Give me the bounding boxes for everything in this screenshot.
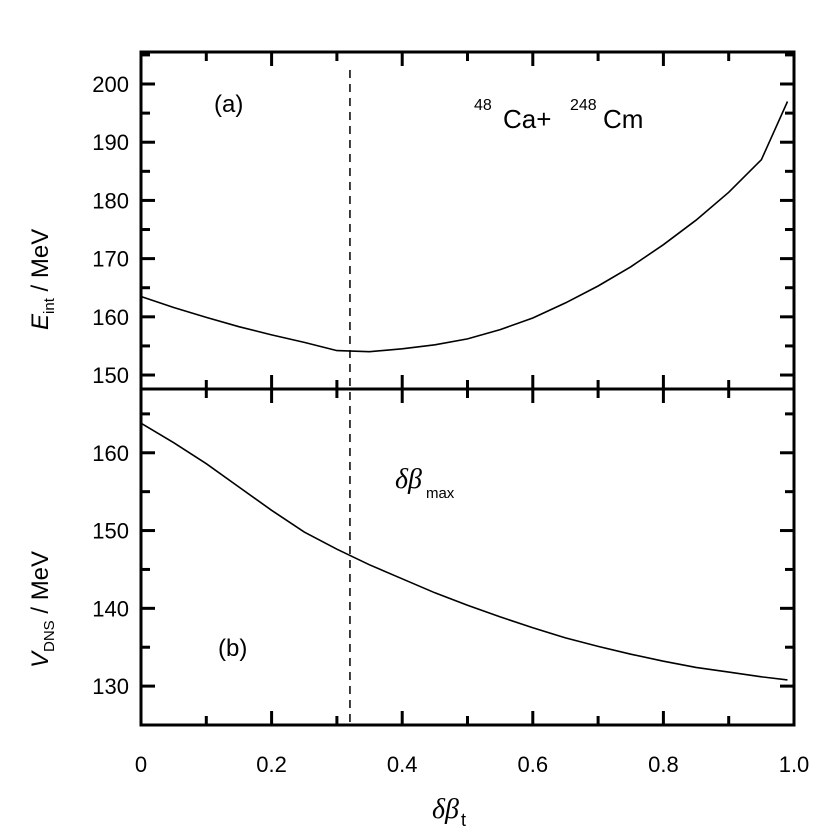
y-tick-label: 130 (92, 674, 129, 699)
y-tick-label: 160 (92, 441, 129, 466)
y-tick-label: 160 (92, 305, 129, 330)
panel-a-label: (a) (214, 91, 243, 118)
y-tick-label: 140 (92, 596, 129, 621)
ca-mass: 48 (474, 97, 492, 114)
y-tick-label: 170 (92, 247, 129, 272)
x-tick-label: 1.0 (779, 752, 810, 777)
series-line-a (140, 101, 789, 353)
cm-mass: 248 (570, 97, 597, 114)
y-tick-label: 150 (92, 519, 129, 544)
y-axis-label-a: Eint / MeV (27, 229, 58, 330)
cm-symbol: Cm (603, 104, 643, 134)
reaction-annotation: 48 Ca+ 248 Cm (474, 86, 643, 134)
x-tick-label: 0.6 (518, 752, 549, 777)
y-tick-label: 190 (92, 130, 129, 155)
x-axis-label: δβ t (432, 794, 466, 830)
x-tick-label: 0.2 (256, 752, 287, 777)
y-tick-label: 180 (92, 188, 129, 213)
y-tick-label: 200 (92, 72, 129, 97)
ca-symbol: Ca+ (503, 104, 551, 134)
panel-b-label: (b) (218, 635, 247, 662)
x-tick-label: 0.8 (648, 752, 679, 777)
dbeta-max-annotation: δβ max (395, 464, 455, 502)
panel-frame-b (139, 387, 796, 727)
y-axis-label-b: VDNS / MeV (27, 551, 58, 668)
x-tick-label: 0.4 (387, 752, 418, 777)
x-tick-label: 0 (135, 752, 147, 777)
y-tick-label: 150 (92, 363, 129, 388)
series-line-b (140, 422, 788, 681)
